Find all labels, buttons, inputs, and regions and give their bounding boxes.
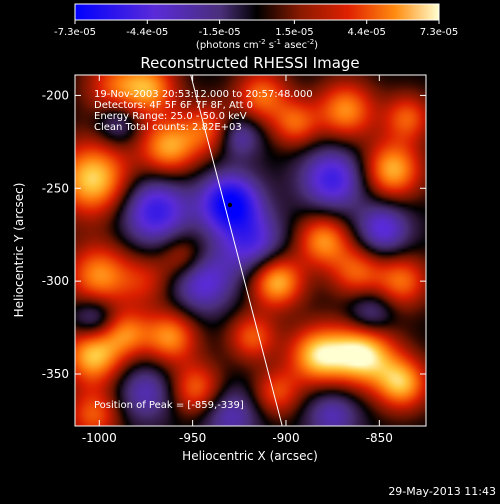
plot-area: -1000 -950 -900 -850 -200 -250 -300 -350 19-No… [42, 74, 427, 445]
x-axis-ticks: -1000 -950 -900 -850 [82, 75, 393, 445]
x-tick-label: -950 [179, 431, 206, 445]
annotation-line: Detectors: 4F 5F 6F 7F 8F, Att 0 [94, 100, 253, 111]
y-tick-label: -300 [42, 274, 69, 288]
x-tick-label: -850 [366, 431, 393, 445]
colorbar-gradient [74, 3, 440, 21]
colorbar-tick-label: 1.5e-05 [275, 27, 313, 38]
image-annotations: 19-Nov-2003 20:53:12.000 to 20:57:48.000… [94, 89, 313, 133]
plot-frame [74, 74, 427, 427]
colorbar-units: (photons cm-2 s-1 asec-2) [196, 38, 318, 51]
y-tick-label: -200 [42, 88, 69, 102]
colorbar-ticks: -7.3e-05 -4.4e-05 -1.5e-05 1.5e-05 4.4e-05 7.… [54, 20, 458, 38]
colorbar: -7.3e-05 -4.4e-05 -1.5e-05 1.5e-05 4.4e-05 7.… [54, 3, 458, 51]
y-tick-label: -350 [42, 367, 69, 381]
chart-title: Reconstructed RHESSI Image [140, 54, 359, 72]
y-axis-label: Heliocentric Y (arcsec) [12, 183, 26, 318]
colorbar-tick-label: 7.3e-05 [420, 27, 458, 38]
y-axis-ticks: -200 -250 -300 -350 [42, 88, 426, 381]
peak-marker [227, 202, 233, 208]
annotation-line: Energy Range: 25.0 - 50.0 keV [94, 111, 247, 122]
annotation-line: 19-Nov-2003 20:53:12.000 to 20:57:48.000 [94, 89, 313, 100]
colorbar-tick-label: -7.3e-05 [54, 27, 96, 38]
heatmap-image [75, 75, 426, 426]
x-tick-label: -900 [272, 431, 299, 445]
generation-date: 29-May-2013 11:43 [388, 485, 496, 498]
colorbar-tick-label: 4.4e-05 [348, 27, 386, 38]
annotation-line: Clean Total counts: 2.82E+03 [94, 122, 242, 133]
y-tick-label: -250 [42, 181, 69, 195]
x-tick-label: -1000 [82, 431, 117, 445]
colorbar-tick-label: -4.4e-05 [126, 27, 168, 38]
solar-limb-line [190, 75, 283, 426]
peak-position-label: Position of Peak = [-859,-339] [94, 400, 244, 411]
x-axis-label: Heliocentric X (arcsec) [182, 449, 318, 463]
colorbar-tick-label: -1.5e-05 [199, 27, 241, 38]
